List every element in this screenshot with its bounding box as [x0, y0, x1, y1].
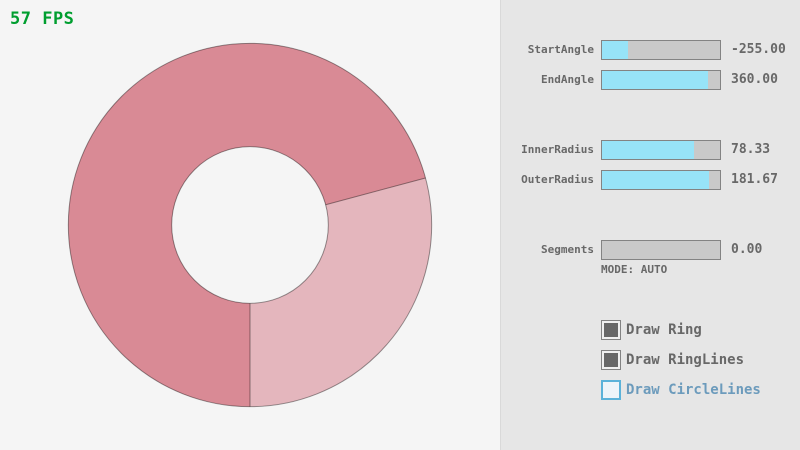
- checkbox-check-mark: [604, 323, 618, 337]
- ring-outer-outline: [67, 42, 433, 408]
- control-panel: StartAngle -255.00 EndAngle 360.00 Inner…: [500, 0, 800, 450]
- slider-fill: [602, 41, 628, 59]
- slider-label: EndAngle: [541, 73, 594, 86]
- slider-value: 0.00: [731, 242, 763, 257]
- checkbox-check-mark: [604, 353, 618, 367]
- slider-row-start-angle: StartAngle -255.00: [501, 40, 800, 60]
- segments-slider[interactable]: [601, 240, 721, 260]
- slider-value: 78.33: [731, 142, 771, 157]
- slider-label: Segments: [541, 243, 594, 256]
- slider-label: InnerRadius: [521, 143, 594, 156]
- checkbox-label: Draw CircleLines: [626, 382, 761, 398]
- slider-row-segments: Segments 0.00: [501, 240, 800, 260]
- slider-value: -255.00: [731, 42, 786, 57]
- ring-start-capline: [325, 177, 426, 206]
- checkbox-row-draw-ring-lines: Draw RingLines: [501, 350, 800, 370]
- draw-circle-lines-checkbox[interactable]: [601, 380, 621, 400]
- slider-row-outer-radius: OuterRadius 181.67: [501, 170, 800, 190]
- ring-overlap-sector: [68, 43, 426, 407]
- draw-ring-lines-checkbox[interactable]: [601, 350, 621, 370]
- end-angle-slider[interactable]: [601, 70, 721, 90]
- slider-label: OuterRadius: [521, 173, 594, 186]
- ring-inner-outline: [171, 146, 329, 304]
- slider-fill: [602, 171, 710, 189]
- inner-radius-slider[interactable]: [601, 140, 721, 160]
- segments-mode-label: MODE: AUTO: [601, 263, 668, 276]
- slider-fill: [602, 141, 695, 159]
- slider-value: 181.67: [731, 172, 778, 187]
- checkbox-label: Draw RingLines: [626, 352, 745, 368]
- slider-value: 360.00: [731, 72, 778, 87]
- slider-fill: [602, 71, 709, 89]
- fps-counter: 57 FPS: [10, 9, 75, 29]
- checkbox-label: Draw Ring: [626, 322, 702, 338]
- start-angle-slider[interactable]: [601, 40, 721, 60]
- checkbox-row-draw-circle-lines: Draw CircleLines: [501, 380, 800, 400]
- slider-label: StartAngle: [527, 43, 594, 56]
- slider-row-inner-radius: InnerRadius 78.33: [501, 140, 800, 160]
- outer-radius-slider[interactable]: [601, 170, 721, 190]
- draw-ring-checkbox[interactable]: [601, 320, 621, 340]
- slider-row-end-angle: EndAngle 360.00: [501, 70, 800, 90]
- checkbox-row-draw-ring: Draw Ring: [501, 320, 800, 340]
